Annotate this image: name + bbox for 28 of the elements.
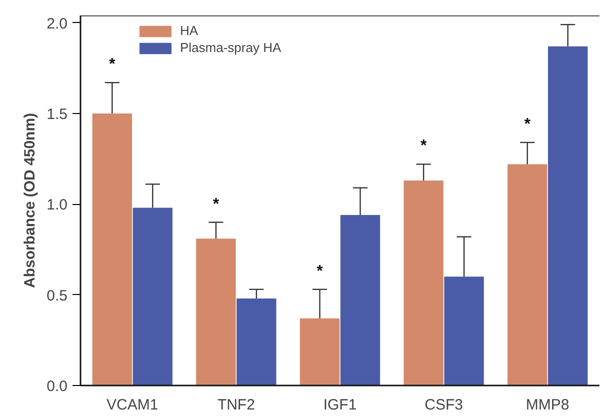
- x-tick-label: MMP8: [526, 396, 570, 414]
- bar: [444, 276, 484, 386]
- y-axis-title: Absorbance (OD 450nm): [22, 112, 39, 288]
- y-tick-label: 0.0: [46, 378, 68, 395]
- x-tick-label: IGF1: [323, 396, 357, 414]
- bar: [404, 180, 444, 386]
- annotation: *: [420, 138, 428, 155]
- y-tick-label: 0.5: [46, 287, 68, 304]
- annotation: *: [316, 262, 324, 280]
- bar: [300, 318, 340, 386]
- annotation: *: [524, 116, 532, 133]
- x-tick-label: TNF2: [217, 396, 255, 414]
- y-tick-label: 1.0: [46, 196, 68, 214]
- legend-label: HA: [180, 23, 200, 38]
- bar: [340, 215, 380, 386]
- bar: [132, 208, 172, 386]
- bar: [236, 298, 276, 386]
- y-tick-label: 1.5: [46, 106, 68, 123]
- bar: [92, 113, 132, 386]
- bar: [548, 46, 588, 386]
- bar: [508, 164, 548, 386]
- x-tick-label: VCAM1: [106, 396, 158, 414]
- legend-label: Plasma-spray HA: [180, 40, 282, 55]
- x-tick-label: CSF3: [424, 396, 463, 414]
- bar: [196, 238, 236, 386]
- y-tick-label: 2.0: [46, 15, 68, 32]
- annotation: *: [109, 56, 116, 74]
- annotation: *: [212, 196, 220, 213]
